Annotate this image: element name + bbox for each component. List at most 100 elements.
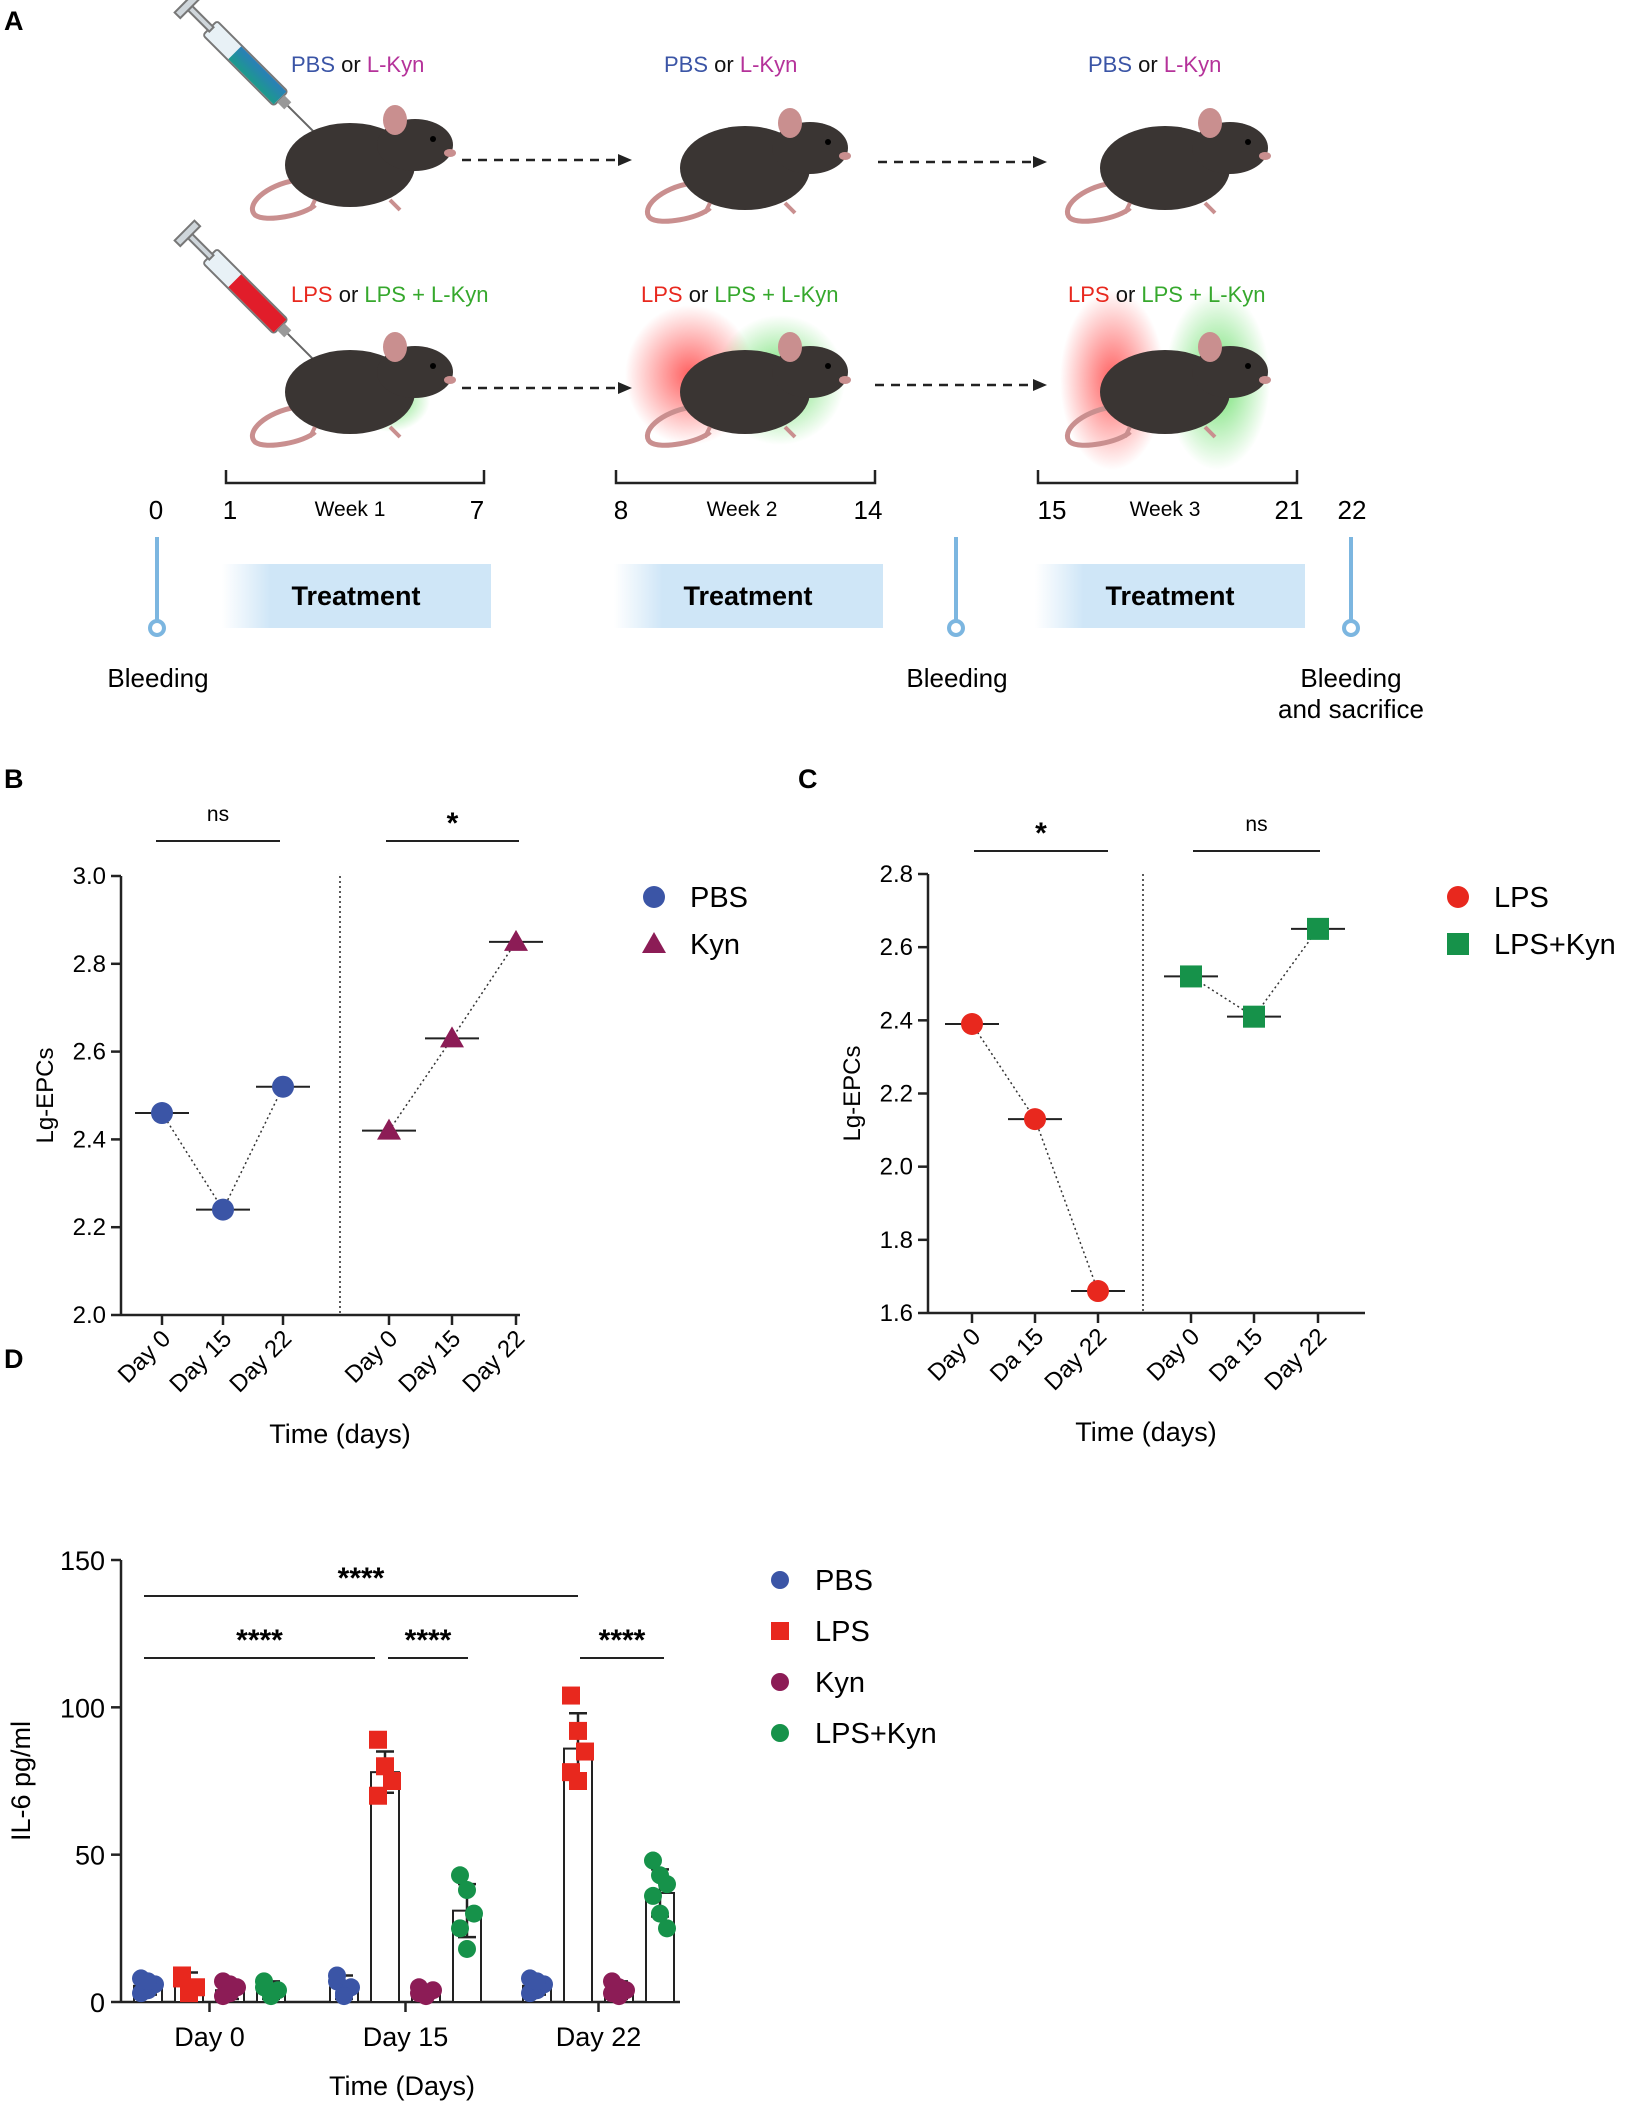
data-point — [451, 1919, 469, 1938]
y-tick-label: 2.4 — [880, 1007, 913, 1034]
row1-labels: PBS or L-Kyn PBS or L-Kyn PBS or L-Kyn — [291, 52, 1221, 77]
row1-label: PBS or L-Kyn — [664, 52, 797, 77]
data-point — [376, 1757, 394, 1776]
week-brackets — [224, 470, 1299, 485]
mouse-leg — [1203, 425, 1217, 439]
legend-label: Kyn — [815, 1667, 865, 1699]
data-point — [272, 1075, 294, 1098]
bleeding-label: Bleeding — [107, 663, 208, 693]
x-tick-label: Day 0 — [174, 2022, 245, 2052]
y-tick-label: 2.2 — [880, 1081, 913, 1108]
data-point — [651, 1904, 669, 1923]
data-point — [335, 1987, 353, 2006]
mouse-nose — [444, 149, 456, 157]
x-tick-label: Day 15 — [164, 1325, 237, 1398]
x-tick-label: Da 15 — [1204, 1323, 1268, 1387]
series-line — [1190, 928, 1319, 1018]
arrow-head-icon — [618, 154, 632, 166]
day-number: 7 — [470, 495, 484, 525]
mouse-nose — [1259, 152, 1271, 160]
data-point — [1087, 1280, 1109, 1303]
mouse-eye — [825, 139, 831, 145]
day-number: 21 — [1275, 495, 1304, 525]
panel-a: A — [4, 0, 1424, 724]
legend-label: PBS — [815, 1565, 873, 1597]
treatment-bars: Treatment Treatment Treatment — [222, 564, 1305, 628]
day-number: 8 — [614, 495, 628, 525]
data-point — [610, 1978, 628, 1997]
arrow-head-icon — [618, 382, 632, 394]
data-point — [562, 1686, 580, 1705]
mouse-leg — [388, 198, 402, 212]
x-tick-label: Day 15 — [363, 2022, 449, 2052]
mouse-ear — [778, 108, 802, 138]
y-tick-label: 150 — [60, 1546, 105, 1576]
y-tick-label: 2.8 — [880, 861, 913, 888]
data-point — [458, 1881, 476, 1900]
data-point — [504, 929, 528, 951]
series-line — [971, 1023, 1099, 1292]
data-point — [458, 1939, 476, 1958]
significance-label: * — [1035, 817, 1047, 850]
y-tick-label: 2.2 — [73, 1214, 106, 1241]
bleeding-label: Bleeding — [906, 663, 1007, 693]
data-point — [465, 1904, 483, 1923]
row1-label: PBS or L-Kyn — [1088, 52, 1221, 77]
legend-label: Kyn — [690, 929, 740, 961]
x-tick-label: Day 22 — [1039, 1323, 1112, 1396]
y-tick-label: 2.8 — [73, 951, 106, 978]
data-point — [369, 1730, 387, 1749]
data-point — [262, 1984, 280, 2003]
row1-label: PBS or L-Kyn — [291, 52, 424, 77]
day-number: 14 — [854, 495, 883, 525]
x-tick-label: Day 0 — [1142, 1323, 1205, 1386]
arrow-head-icon — [1033, 156, 1047, 168]
significance-label: **** — [599, 1624, 646, 1657]
mouse-leg — [1203, 201, 1217, 215]
mouse-tail — [1065, 404, 1132, 448]
mouse-icon — [645, 108, 851, 224]
series-line — [161, 1086, 284, 1212]
week-label: Week 3 — [1130, 498, 1201, 521]
significance-label: * — [447, 807, 459, 840]
panel-b-chart: 2.0 2.2 2.4 2.6 2.8 3.0 Lg-EPCs Time (days) Day … — [32, 803, 748, 1449]
y-tick-label: 1.8 — [880, 1227, 913, 1254]
data-point — [369, 1786, 387, 1805]
panel-d-letter: D — [4, 1344, 24, 1374]
data-point — [1024, 1108, 1046, 1131]
mouse-leg — [308, 199, 317, 211]
data-point — [658, 1919, 676, 1938]
panel-c-letter: C — [798, 764, 818, 794]
arrow-head-icon — [1033, 379, 1047, 391]
x-tick-label: Day 22 — [556, 2022, 642, 2052]
mouse-ear — [1198, 108, 1222, 138]
y-tick-label: 2.6 — [880, 934, 913, 961]
bleeding-label: and sacrifice — [1278, 694, 1424, 724]
week-label: Week 1 — [315, 498, 386, 521]
legend-marker — [1447, 933, 1469, 955]
mouse-leg — [388, 425, 402, 439]
bleeding-pins — [148, 537, 1360, 637]
time-arrows — [462, 158, 1035, 390]
mouse-tail — [250, 177, 317, 221]
legend-marker — [643, 886, 665, 908]
mouse-leg — [783, 425, 797, 439]
data-point — [180, 1981, 198, 2000]
mouse-eye — [430, 136, 436, 142]
panel-c-chart: 1.6 1.8 2.0 2.2 2.4 2.6 2.8 Lg-EPCs Time (days) D… — [839, 813, 1616, 1447]
bar — [370, 1771, 400, 2004]
data-point — [451, 1866, 469, 1885]
y-axis-title: Lg-EPCs — [839, 1045, 866, 1141]
data-point — [139, 1972, 157, 1991]
data-point — [383, 1772, 401, 1790]
mouse-leg — [703, 426, 712, 438]
week-label: Week 2 — [707, 498, 778, 521]
legend-label: LPS — [815, 1616, 870, 1648]
data-point — [151, 1102, 173, 1125]
mouse-leg — [783, 201, 797, 215]
data-point — [576, 1742, 594, 1761]
row2-label: LPS or LPS + L-Kyn — [641, 282, 839, 307]
data-point — [961, 1012, 983, 1035]
y-axis-title: Lg-EPCs — [32, 1047, 59, 1143]
